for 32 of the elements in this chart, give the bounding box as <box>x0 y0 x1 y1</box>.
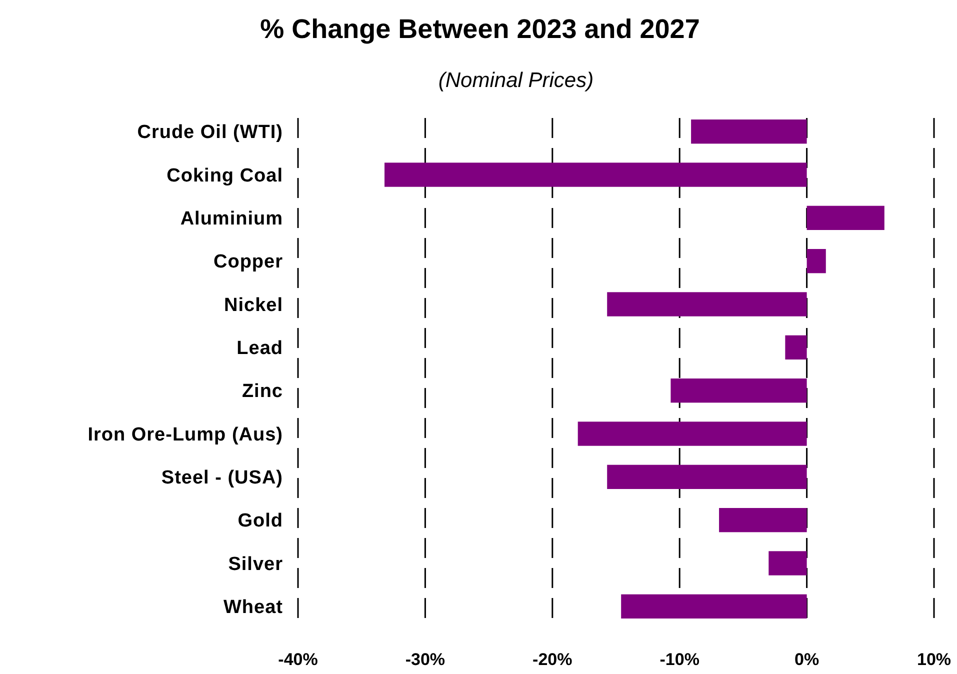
x-tick-label: -40% <box>278 650 318 669</box>
chart-title: % Change Between 2023 and 2027 <box>260 14 700 44</box>
bar <box>719 508 807 532</box>
bar <box>384 162 807 187</box>
bar <box>768 551 807 576</box>
x-tick-label: -20% <box>532 650 572 669</box>
y-tick-label: Silver <box>228 554 284 575</box>
bar <box>607 292 807 316</box>
y-tick-label: Lead <box>236 338 283 360</box>
bar <box>578 422 807 446</box>
x-tick-label: 10% <box>916 650 952 669</box>
bar <box>806 206 884 230</box>
y-tick-label: Crude Oil (WTI) <box>137 122 283 144</box>
x-tick-label: -30% <box>405 650 446 669</box>
y-tick-label: Steel - (USA) <box>161 468 283 489</box>
chart-subtitle: (Nominal Prices) <box>438 69 594 92</box>
y-tick-label: Zinc <box>242 381 283 402</box>
y-tick-label: Coking Coal <box>166 165 283 186</box>
bar <box>691 119 807 144</box>
bar <box>670 378 807 403</box>
x-tick-label: -10% <box>660 650 700 669</box>
y-tick-label: Gold <box>238 510 283 532</box>
y-tick-label: Wheat <box>224 597 284 618</box>
bar <box>621 594 807 619</box>
y-tick-label: Iron Ore-Lump (Aus) <box>88 424 283 446</box>
bar <box>806 248 826 274</box>
bar <box>785 335 807 360</box>
x-tick-label: 0% <box>794 650 820 669</box>
y-tick-label: Copper <box>214 252 284 273</box>
y-tick-label: Nickel <box>224 294 283 316</box>
bar <box>607 464 807 490</box>
y-tick-label: Aluminium <box>180 208 283 230</box>
